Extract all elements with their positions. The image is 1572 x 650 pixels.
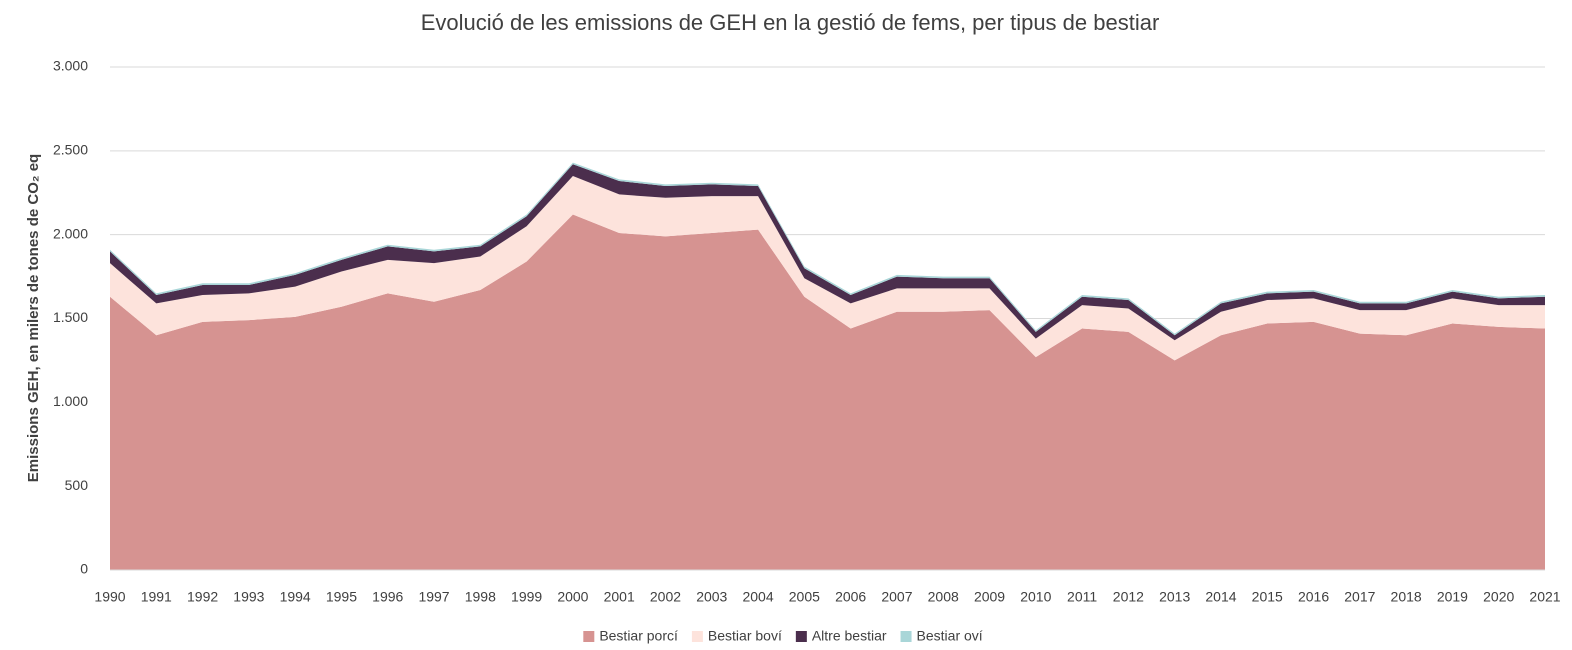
x-tick-label: 2008 — [928, 589, 959, 605]
area — [110, 164, 1545, 341]
x-tick-label: 1999 — [511, 589, 542, 605]
legend-label: Altre bestiar — [812, 628, 887, 644]
x-tick-label: 1993 — [233, 589, 264, 605]
x-tick-label: 2014 — [1205, 589, 1236, 605]
y-tick-label: 500 — [65, 477, 89, 493]
area — [110, 175, 1545, 361]
x-tick-label: 1991 — [141, 589, 172, 605]
y-tick-label: 1.500 — [53, 309, 88, 325]
x-tick-label: 2018 — [1391, 589, 1422, 605]
x-tick-label: 2021 — [1529, 589, 1560, 605]
x-tick-label: 2007 — [881, 589, 912, 605]
x-tick-label: 2020 — [1483, 589, 1514, 605]
area — [110, 214, 1545, 570]
x-tick-label: 1997 — [418, 589, 449, 605]
legend-swatch — [900, 631, 912, 642]
chart-title: Evolució de les emissions de GEH en la g… — [421, 10, 1160, 35]
x-tick-label: 2009 — [974, 589, 1005, 605]
x-tick-label: 2011 — [1067, 589, 1097, 605]
x-tick-label: 1992 — [187, 589, 218, 605]
legend-swatch — [691, 631, 703, 642]
x-tick-label: 1990 — [94, 589, 125, 605]
x-tick-label: 2017 — [1344, 589, 1375, 605]
x-tick-label: 1998 — [465, 589, 496, 605]
x-tick-label: 2015 — [1252, 589, 1283, 605]
x-tick-label: 2001 — [604, 589, 635, 605]
y-axis-label: Emissions GEH, en milers de tones de CO₂… — [25, 154, 42, 482]
x-tick-label: 2005 — [789, 589, 820, 605]
x-tick-label: 2003 — [696, 589, 727, 605]
x-tick-label: 1994 — [280, 589, 311, 605]
y-tick-label: 2.000 — [53, 225, 88, 241]
x-tick-label: 2004 — [742, 589, 773, 605]
x-tick-label: 2002 — [650, 589, 681, 605]
x-tick-label: 2000 — [557, 589, 588, 605]
x-tick-label: 2013 — [1159, 589, 1190, 605]
legend-label: Bestiar porcí — [599, 628, 678, 644]
x-tick-label: 2006 — [835, 589, 866, 605]
y-tick-label: 0 — [80, 561, 88, 577]
x-tick-label: 2019 — [1437, 589, 1468, 605]
y-tick-label: 3.000 — [53, 58, 88, 74]
legend-label: Bestiar oví — [917, 628, 983, 644]
legend-label: Bestiar boví — [708, 628, 782, 644]
x-tick-label: 1995 — [326, 589, 357, 605]
x-tick-label: 2010 — [1020, 589, 1051, 605]
legend-swatch — [795, 631, 807, 642]
y-tick-label: 2.500 — [53, 142, 88, 158]
legend-swatch — [583, 631, 595, 642]
y-tick-label: 1.000 — [53, 393, 88, 409]
x-tick-label: 1996 — [372, 589, 403, 605]
x-tick-label: 2016 — [1298, 589, 1329, 605]
x-tick-label: 2012 — [1113, 589, 1144, 605]
